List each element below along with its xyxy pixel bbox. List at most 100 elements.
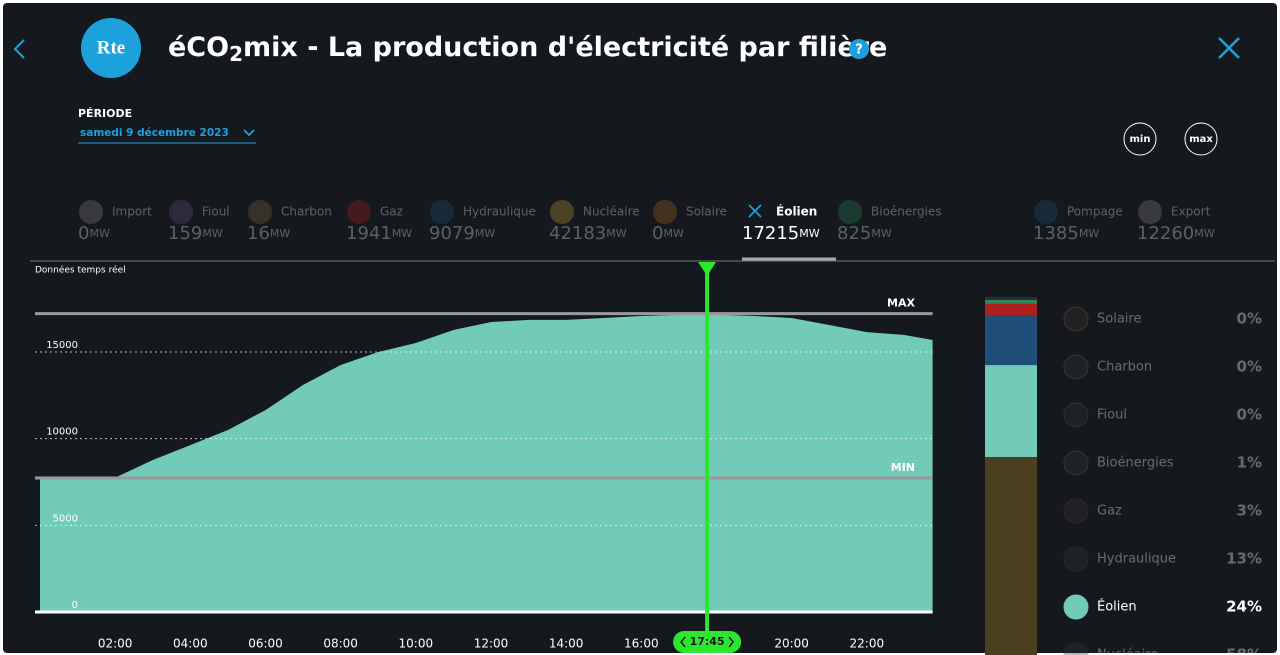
- mix-row: Hydraulique 13%: [1063, 546, 1262, 572]
- source-tab[interactable]: Hydraulique 9079MW: [429, 200, 536, 244]
- source-value: 0MW: [78, 223, 110, 244]
- mix-row: Charbon 0%: [1063, 354, 1262, 380]
- source-unit: MW: [871, 227, 891, 240]
- source-name: Éolien: [776, 204, 817, 219]
- area: [40, 313, 933, 612]
- source-unit: MW: [606, 227, 626, 240]
- source-value: 1941MW: [346, 223, 412, 244]
- title-part: mix - La production d'électricité par fi…: [243, 32, 887, 63]
- source-value: 159MW: [168, 223, 223, 244]
- source-value: 0MW: [652, 223, 684, 244]
- mix-name: Charbon: [1097, 360, 1152, 375]
- x-tick-label: 20:00: [774, 637, 809, 651]
- x-tick-label: 12:00: [474, 637, 509, 651]
- help-button[interactable]: [849, 39, 869, 59]
- period-select[interactable]: samedi 9 décembre 2023: [80, 127, 229, 139]
- cursor-handle[interactable]: [698, 262, 717, 276]
- y-tick-label: 15000: [46, 340, 78, 351]
- mix-icon: [1063, 642, 1089, 655]
- mix-icon: [1063, 594, 1089, 620]
- source-unit: MW: [270, 227, 290, 240]
- min-line-label: MIN: [891, 461, 915, 474]
- chart-subtitle: Données temps réel: [35, 265, 126, 276]
- min-button[interactable]: [1123, 122, 1157, 156]
- source-unit: MW: [1079, 227, 1099, 240]
- cursor-pill[interactable]: [673, 631, 742, 653]
- period-chevron: [243, 129, 255, 137]
- source-unit: MW: [1194, 227, 1214, 240]
- title-sub: 2: [229, 42, 243, 66]
- close-button[interactable]: [1218, 37, 1240, 59]
- source-icon: [248, 200, 272, 224]
- mix-name: Solaire: [1097, 312, 1141, 327]
- mix-name: Gaz: [1097, 504, 1122, 519]
- x-tick-label: 10:00: [399, 637, 434, 651]
- source-unit: MW: [799, 227, 819, 240]
- x-tick-label: 14:00: [549, 637, 584, 651]
- mix-row: Solaire 0%: [1063, 306, 1262, 332]
- mix-value: 0%: [1237, 310, 1262, 328]
- source-icon: [653, 200, 677, 224]
- source-name: Pompage: [1067, 205, 1123, 219]
- mix-value: 0%: [1237, 406, 1262, 424]
- mix-icon: [1063, 354, 1089, 380]
- source-icon: [169, 200, 193, 224]
- mix-segment: [985, 300, 1037, 304]
- source-unit: MW: [475, 227, 495, 240]
- source-icon: [1138, 200, 1162, 224]
- source-name: Export: [1171, 205, 1211, 219]
- source-value-number: 1385: [1033, 223, 1079, 244]
- mix-name: Fioul: [1097, 408, 1127, 423]
- mix-name: Éolien: [1097, 599, 1137, 615]
- logo-text: Rte: [97, 37, 125, 58]
- source-value: 16MW: [247, 223, 290, 244]
- mix-icon: [1063, 402, 1089, 428]
- source-name: Bioénergies: [871, 205, 942, 219]
- source-tab[interactable]: Éolien 17215MW: [742, 204, 820, 245]
- source-value: 12260MW: [1137, 223, 1215, 244]
- source-value-number: 0: [652, 223, 663, 244]
- mix-name: Hydraulique: [1097, 552, 1176, 567]
- source-value: 1385MW: [1033, 223, 1099, 244]
- source-value-number: 9079: [429, 223, 475, 244]
- source-value: 17215MW: [742, 223, 820, 244]
- mix-name: Nucléaire: [1097, 648, 1158, 655]
- max-text: max: [1189, 134, 1213, 145]
- max-button[interactable]: [1184, 122, 1218, 156]
- source-icon: [347, 200, 371, 224]
- mix-value: 3%: [1237, 502, 1262, 520]
- mix-value: 24%: [1226, 598, 1262, 616]
- x-tick-label: 22:00: [850, 637, 885, 651]
- source-unit: MW: [89, 227, 109, 240]
- mix-row: Bioénergies 1%: [1063, 450, 1262, 476]
- title-part: éCO: [168, 32, 229, 63]
- help-text: ?: [855, 43, 863, 58]
- mix-row: Éolien 24%: [1063, 594, 1262, 620]
- x-tick-label: 06:00: [248, 637, 283, 651]
- source-tab[interactable]: Charbon 16MW: [247, 200, 332, 244]
- source-tab[interactable]: Export 12260MW: [1137, 200, 1215, 244]
- mix-segment: [985, 303, 1037, 316]
- period-label: PÉRIODE: [78, 107, 132, 120]
- mix-segment: [985, 457, 1037, 655]
- source-value-number: 42183: [549, 223, 606, 244]
- mix-segment: [985, 315, 1037, 366]
- back-button[interactable]: [13, 39, 25, 59]
- source-name: Charbon: [281, 205, 332, 219]
- source-tab[interactable]: Gaz 1941MW: [346, 200, 412, 244]
- mix-row: Gaz 3%: [1063, 498, 1262, 524]
- source-name: Hydraulique: [463, 205, 536, 219]
- x-tick-label: 16:00: [624, 637, 659, 651]
- source-tab[interactable]: Pompage 1385MW: [1033, 200, 1123, 244]
- source-icon: [430, 200, 454, 224]
- source-tab[interactable]: Nucléaire 42183MW: [549, 200, 640, 244]
- mix-icon: [1063, 498, 1089, 524]
- x-tick-label: 02:00: [98, 637, 133, 651]
- mix-value: 0%: [1237, 358, 1262, 376]
- mix-row: Nucléaire 58%: [1063, 642, 1262, 655]
